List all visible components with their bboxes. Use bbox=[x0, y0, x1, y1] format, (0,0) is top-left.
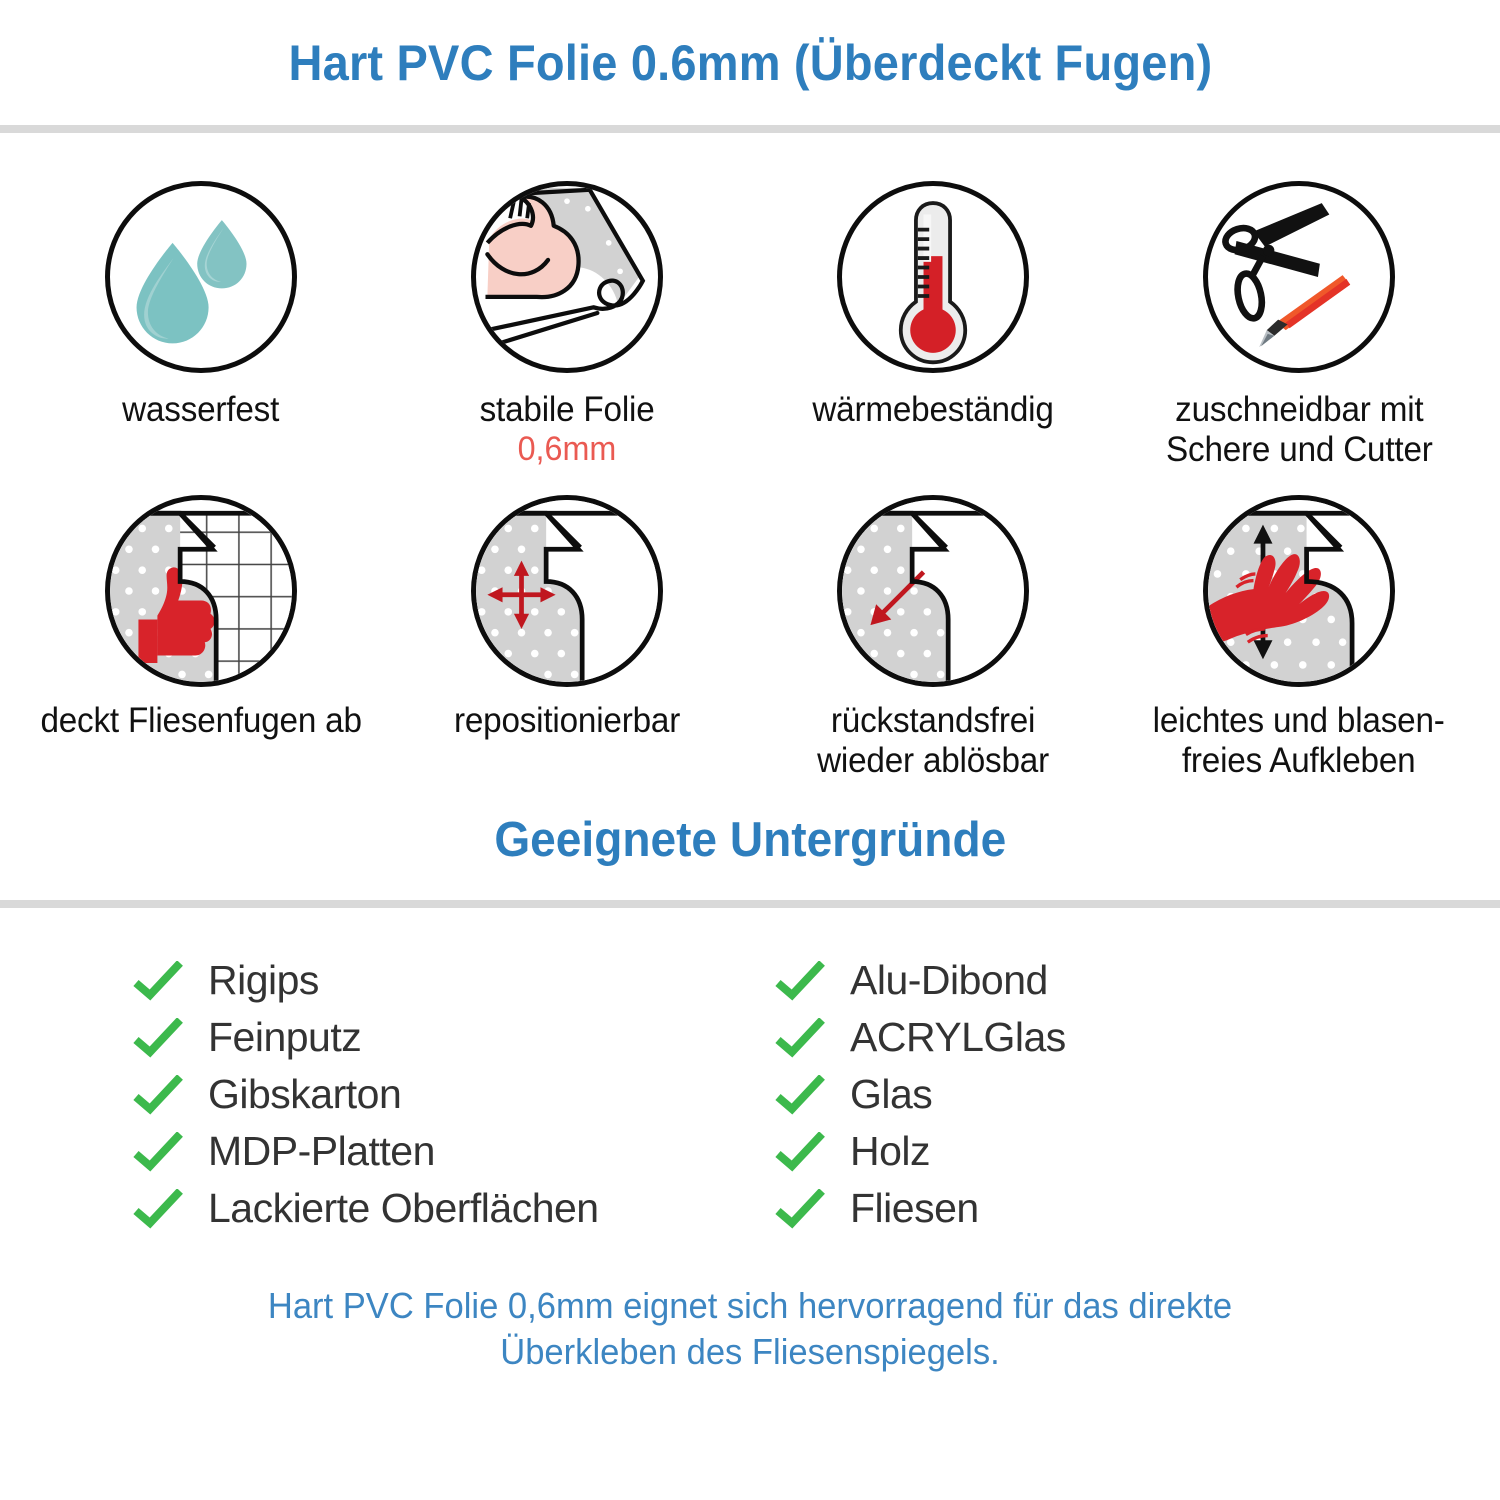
list-item: Gibskarton bbox=[132, 1066, 752, 1123]
list-item: Lackierte Oberflächen bbox=[132, 1180, 752, 1237]
check-icon bbox=[132, 1131, 184, 1172]
list-item: Glas bbox=[774, 1066, 1066, 1123]
feature-label-text: rückstandsfrei wieder ablösbar bbox=[817, 701, 1049, 780]
feature-stabile-folie: stabile Folie 0,6mm bbox=[384, 181, 750, 469]
feature-label: deckt Fliesenfugen ab bbox=[40, 701, 362, 741]
feature-label: wärmebeständig bbox=[812, 390, 1054, 429]
checklist-column-left: Rigips Feinputz Gibskarton MDP-Platten bbox=[132, 952, 752, 1237]
footer-line-2: Überkleben des Fliesenspiegels. bbox=[500, 1330, 1000, 1372]
feature-label: leichtes und blasen-freies Aufkleben bbox=[1153, 701, 1445, 780]
list-item-label: Rigips bbox=[208, 957, 319, 1004]
section-title-untergruende: Geeignete Untergründe bbox=[494, 813, 1006, 868]
divider-top bbox=[0, 125, 1500, 133]
scissors-cutter-icon bbox=[1203, 181, 1395, 373]
feature-wasserfest: wasserfest bbox=[18, 181, 384, 469]
feature-repositionierbar: repositionierbar bbox=[384, 495, 750, 780]
footer-line-1: Hart PVC Folie 0,6mm eignet sich hervorr… bbox=[267, 1285, 1233, 1327]
list-item-label: ACRYLGlas bbox=[850, 1014, 1066, 1061]
check-icon bbox=[774, 1188, 826, 1229]
check-icon bbox=[132, 1188, 184, 1229]
checklist-column-right: Alu-Dibond ACRYLGlas Glas Holz bbox=[774, 952, 1066, 1237]
subheading-block: Geeignete Untergründe bbox=[0, 780, 1500, 900]
check-icon bbox=[132, 1074, 184, 1115]
feature-label-text: leichtes und blasen-freies Aufkleben bbox=[1153, 701, 1445, 780]
thermometer-icon bbox=[837, 181, 1029, 373]
check-icon bbox=[774, 960, 826, 1001]
substrate-checklists: Rigips Feinputz Gibskarton MDP-Platten bbox=[0, 908, 1500, 1237]
divider-middle bbox=[0, 900, 1500, 909]
check-icon bbox=[774, 1017, 826, 1058]
list-item: ACRYLGlas bbox=[774, 1009, 1066, 1066]
list-item: Fliesen bbox=[774, 1180, 1066, 1237]
list-item: Alu-Dibond bbox=[774, 952, 1066, 1009]
list-item: MDP-Platten bbox=[132, 1123, 752, 1180]
feature-label: wasserfest bbox=[122, 390, 280, 429]
title-block: Hart PVC Folie 0.6mm (Überdeckt Fugen) bbox=[0, 0, 1500, 125]
water-drops-icon bbox=[105, 181, 297, 373]
four-way-arrow-icon bbox=[471, 495, 663, 688]
feature-leichtes-aufkleben: leichtes und blasen-freies Aufkleben bbox=[1116, 495, 1482, 780]
feature-waermebestaendig: wärmebeständig bbox=[750, 181, 1116, 469]
list-item-label: Glas bbox=[850, 1071, 933, 1118]
feature-label-text: zuschneidbar mit Schere und Cutter bbox=[1165, 390, 1433, 469]
flexed-bicep-film-icon bbox=[471, 181, 663, 373]
list-item-label: Lackierte Oberflächen bbox=[208, 1185, 599, 1232]
thumbs-up-tile-grid-icon bbox=[105, 495, 297, 688]
feature-label: stabile Folie bbox=[479, 390, 655, 429]
feature-deckt-fliesenfugen: deckt Fliesenfugen ab bbox=[18, 495, 384, 780]
check-icon bbox=[132, 960, 184, 1001]
feature-label: rückstandsfrei wieder ablösbar bbox=[817, 701, 1049, 780]
feature-grid: wasserfest bbox=[0, 133, 1500, 780]
list-item: Holz bbox=[774, 1123, 1066, 1180]
check-icon bbox=[774, 1131, 826, 1172]
check-icon bbox=[774, 1074, 826, 1115]
peel-arrow-icon bbox=[837, 495, 1029, 688]
smoothing-hand-icon bbox=[1203, 495, 1395, 688]
page-title: Hart PVC Folie 0.6mm (Überdeckt Fugen) bbox=[288, 34, 1212, 91]
feature-rueckstandsfrei: rückstandsfrei wieder ablösbar bbox=[750, 495, 1116, 780]
list-item: Feinputz bbox=[132, 1009, 752, 1066]
feature-zuschneidbar: zuschneidbar mit Schere und Cutter bbox=[1116, 181, 1482, 469]
list-item-label: MDP-Platten bbox=[208, 1128, 435, 1175]
feature-label: repositionierbar bbox=[453, 701, 681, 741]
feature-label: zuschneidbar mit Schere und Cutter bbox=[1166, 390, 1433, 469]
check-icon bbox=[132, 1017, 184, 1058]
footer-note: Hart PVC Folie 0,6mm eignet sich hervorr… bbox=[30, 1283, 1470, 1374]
feature-thickness-label: 0,6mm bbox=[517, 429, 617, 468]
list-item: Rigips bbox=[132, 952, 752, 1009]
list-item-label: Feinputz bbox=[208, 1014, 362, 1061]
list-item-label: Alu-Dibond bbox=[850, 957, 1048, 1004]
list-item-label: Holz bbox=[850, 1128, 931, 1175]
list-item-label: Fliesen bbox=[850, 1185, 979, 1232]
list-item-label: Gibskarton bbox=[208, 1071, 402, 1118]
